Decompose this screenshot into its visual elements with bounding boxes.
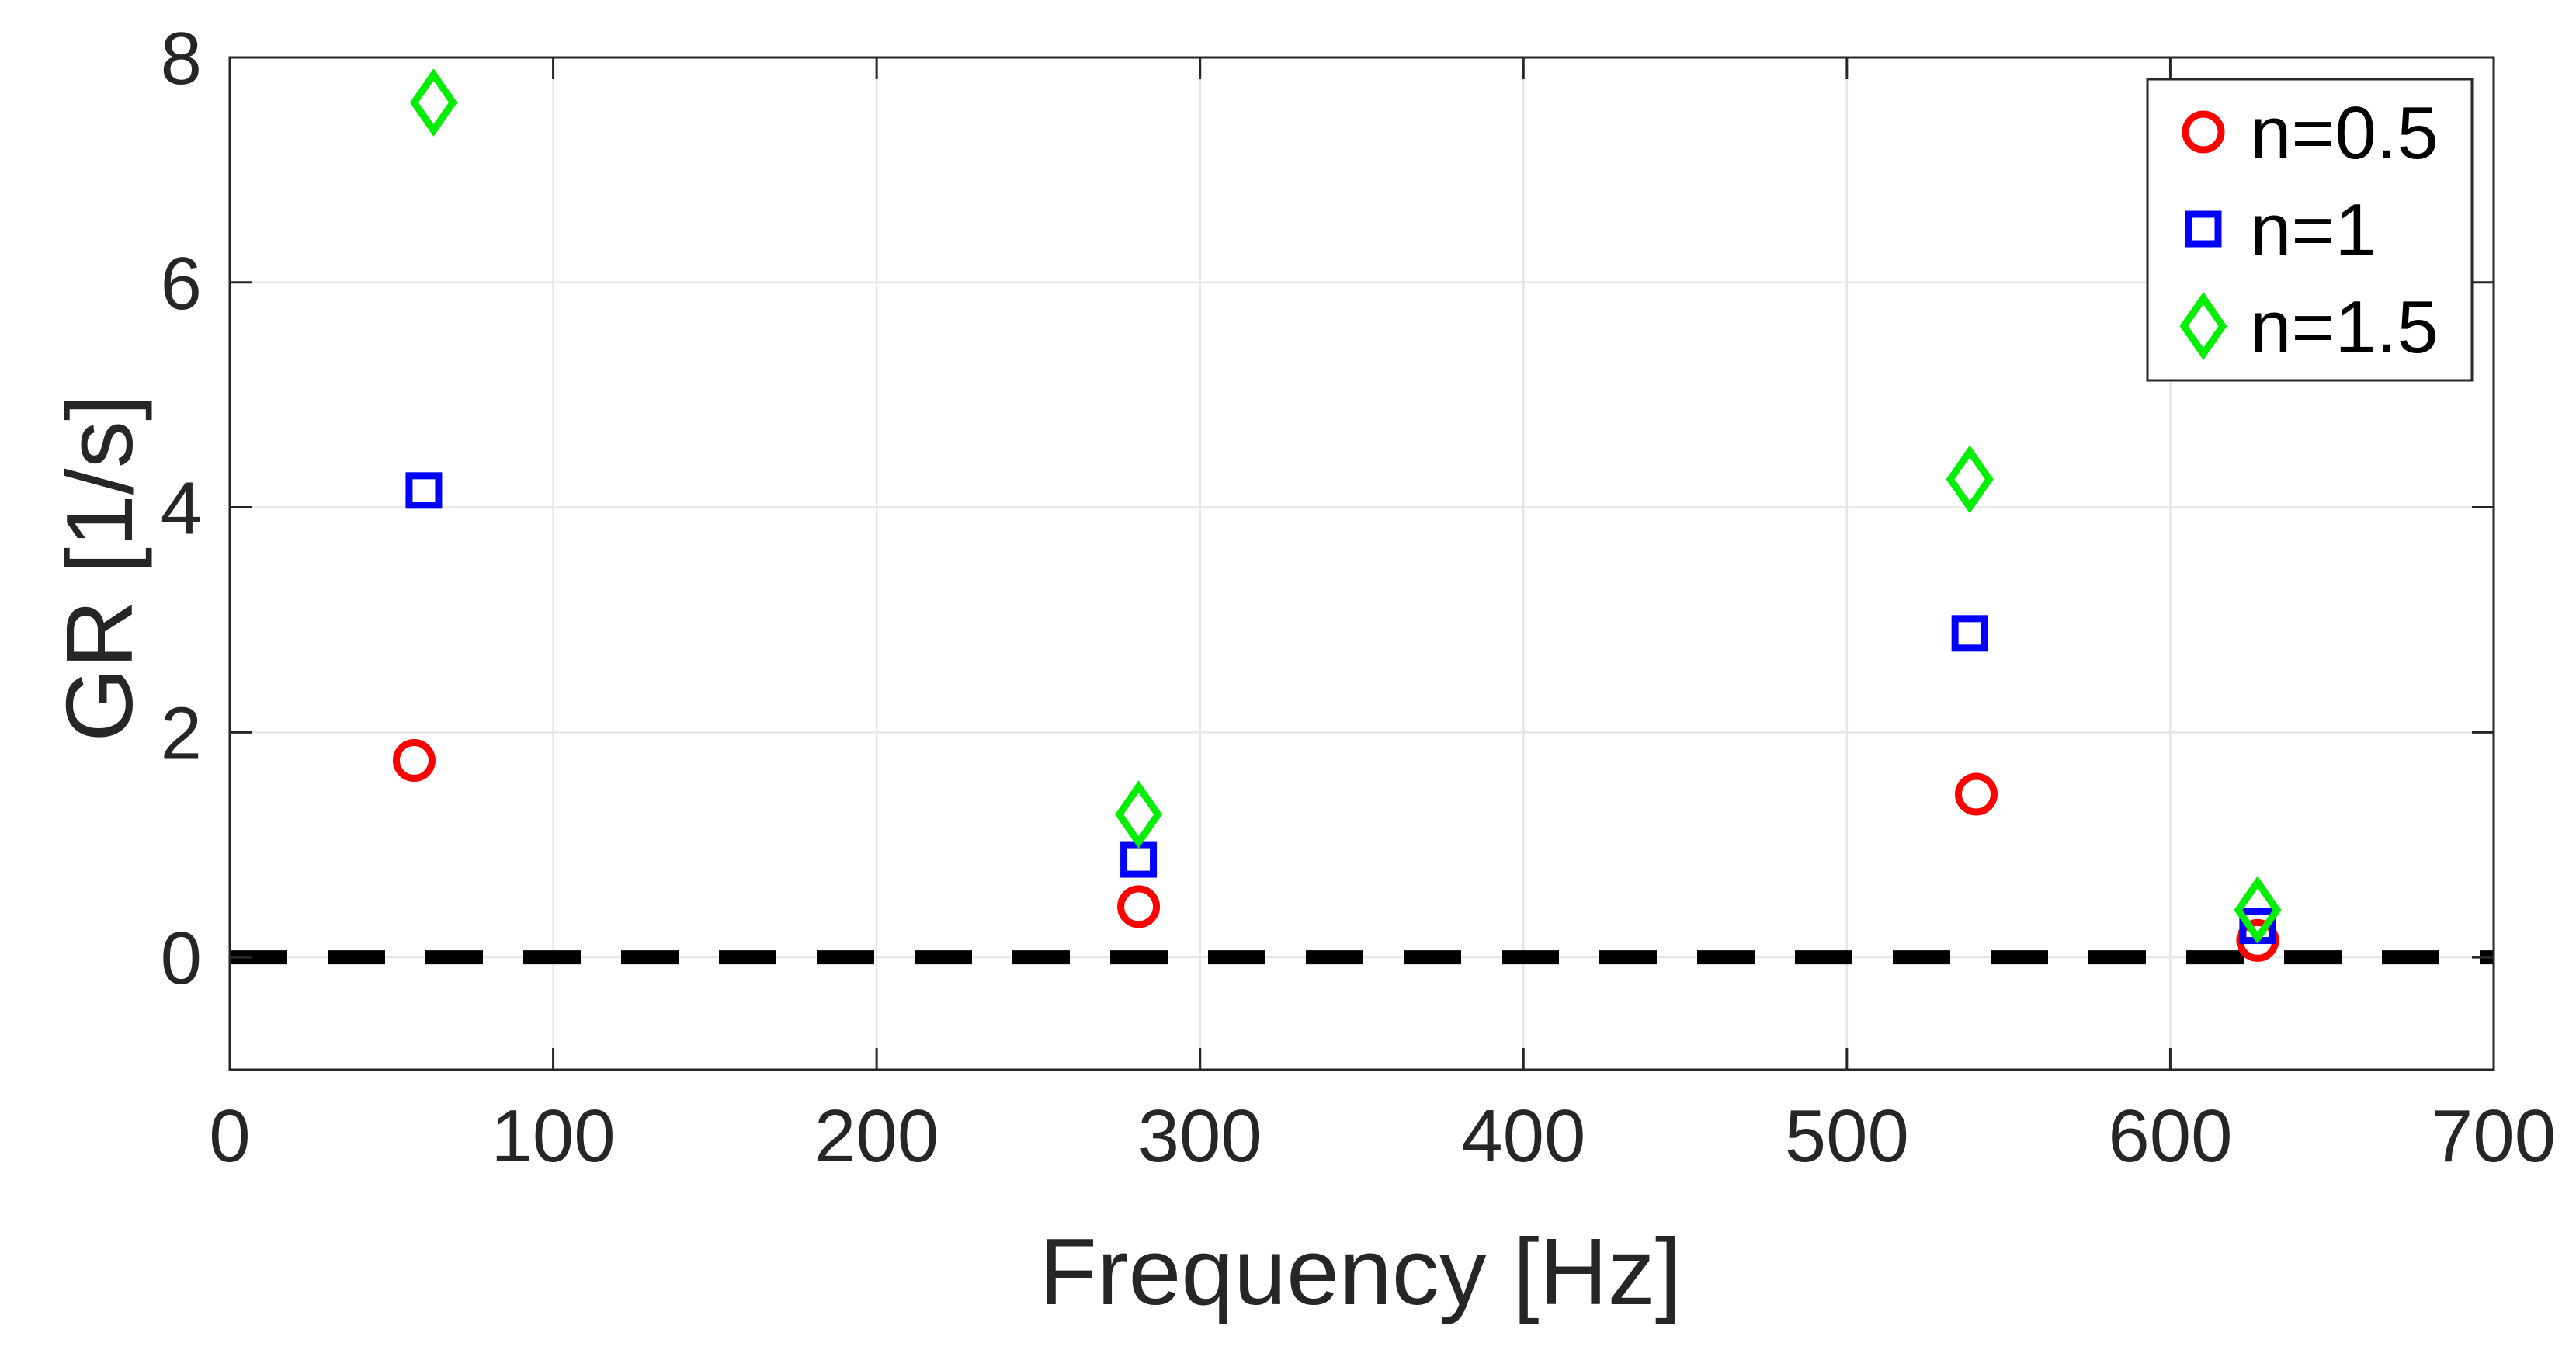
axis-ticks bbox=[228, 56, 2495, 1070]
y-tick-labels: 0 2 4 6 8 bbox=[161, 17, 202, 1000]
legend-label: n=0.5 bbox=[2250, 92, 2439, 175]
y-tick-label: 4 bbox=[161, 467, 202, 550]
x-axis-title: Frequency [Hz] bbox=[1039, 1219, 1681, 1324]
data-point-diamond bbox=[2234, 876, 2282, 945]
y-axis-title: GR [1/s] bbox=[47, 394, 152, 741]
x-tick-label: 700 bbox=[2432, 1095, 2556, 1178]
legend-marker-diamond bbox=[2179, 292, 2227, 360]
data-point-circle bbox=[1117, 885, 1161, 928]
x-tick-label: 400 bbox=[1461, 1095, 1585, 1178]
data-point-circle bbox=[1954, 772, 1998, 816]
legend-marker-circle bbox=[2182, 110, 2225, 154]
x-tick-label: 300 bbox=[1138, 1095, 1262, 1178]
data-points bbox=[392, 68, 2282, 962]
legend-box bbox=[2146, 78, 2474, 382]
legend-items: n=0.5 n=1 n=1.5 bbox=[2179, 92, 2439, 369]
y-tick-label: 2 bbox=[161, 692, 202, 775]
legend: n=0.5 n=1 n=1.5 bbox=[2146, 78, 2474, 382]
legend-label: n=1 bbox=[2250, 189, 2376, 272]
x-tick-label: 500 bbox=[1785, 1095, 1909, 1178]
data-point-diamond bbox=[409, 68, 457, 137]
data-point-diamond bbox=[1946, 445, 1994, 514]
x-tick-label: 100 bbox=[491, 1095, 615, 1178]
legend-label: n=1.5 bbox=[2250, 286, 2439, 369]
y-tick-label: 8 bbox=[161, 17, 202, 100]
x-tick-label: 200 bbox=[814, 1095, 939, 1178]
y-tick-label: 6 bbox=[161, 242, 202, 325]
x-tick-label: 0 bbox=[209, 1095, 250, 1178]
x-tick-labels: 0 100 200 300 400 500 600 700 bbox=[209, 1095, 2556, 1178]
data-point-square bbox=[405, 472, 443, 509]
data-point-circle bbox=[392, 739, 436, 783]
legend-marker-square bbox=[2185, 210, 2222, 248]
y-tick-label: 0 bbox=[161, 917, 202, 1000]
data-point-square bbox=[1951, 615, 1988, 652]
plot-area-frame bbox=[228, 56, 2495, 1071]
data-point-diamond bbox=[1115, 780, 1163, 849]
x-tick-label: 600 bbox=[2108, 1095, 2232, 1178]
